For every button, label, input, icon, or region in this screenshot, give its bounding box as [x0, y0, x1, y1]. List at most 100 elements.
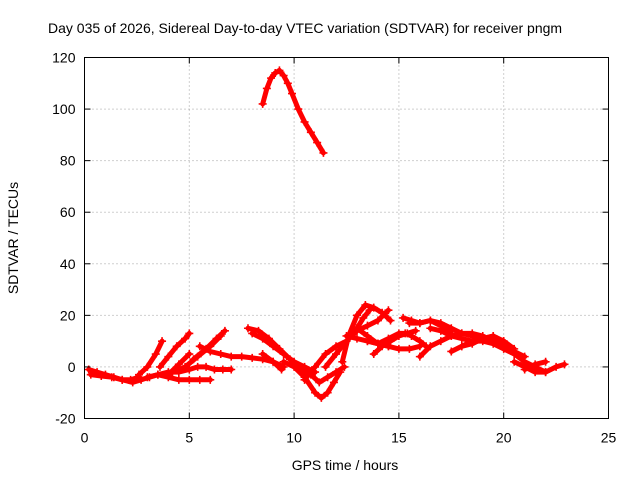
series-arc-30 [520, 357, 550, 374]
data-point-marker [134, 370, 143, 379]
data-point-marker [300, 362, 309, 371]
data-point-marker [271, 68, 280, 77]
data-point-marker [560, 360, 569, 369]
data-point-marker [411, 326, 420, 335]
data-point-marker [436, 319, 445, 328]
series-arc-12 [258, 350, 286, 374]
series-trace [260, 67, 326, 156]
data-point-marker [206, 347, 215, 356]
data-point-marker [300, 375, 309, 384]
data-point-marker [359, 313, 368, 322]
data-point-marker [254, 326, 263, 335]
data-point-marker [386, 316, 395, 325]
data-point-marker [153, 370, 162, 379]
data-point-marker [378, 342, 387, 351]
series-trace [427, 325, 549, 375]
data-point-marker [415, 352, 424, 361]
data-point-marker [426, 316, 435, 325]
data-point-marker [168, 368, 177, 377]
series-arc-8 [189, 326, 229, 364]
data-point-marker [369, 303, 378, 312]
data-point-marker [227, 365, 236, 374]
series-arc-3 [134, 337, 167, 379]
x-axis-label: GPS time / hours [292, 457, 399, 473]
data-point-marker [447, 347, 456, 356]
data-point-marker [457, 334, 466, 343]
data-point-marker [399, 313, 408, 322]
data-point-marker [405, 344, 414, 353]
data-point-marker [363, 321, 372, 330]
data-point-marker [143, 362, 152, 371]
data-point-marker [185, 350, 194, 359]
data-point-marker [541, 357, 550, 366]
data-point-marker [361, 301, 370, 310]
data-point-marker [363, 337, 372, 346]
data-point-marker [279, 71, 288, 80]
data-point-marker [311, 362, 320, 371]
data-point-marker [317, 393, 326, 402]
data-point-marker [202, 362, 211, 371]
series-trace [191, 328, 228, 362]
data-point-marker [499, 344, 508, 353]
data-point-marker [329, 378, 338, 387]
data-point-marker [510, 357, 519, 366]
data-point-marker [174, 375, 183, 384]
y-tick-label: 100 [52, 101, 76, 117]
data-point-marker [258, 334, 267, 343]
data-point-marker [269, 357, 278, 366]
data-point-marker [294, 105, 303, 114]
data-point-marker [499, 337, 508, 346]
data-point-marker [531, 360, 540, 369]
y-tick-label: 60 [60, 204, 76, 220]
series-arc-28 [457, 331, 519, 353]
data-point-marker [426, 324, 435, 333]
series-arc-22 [369, 326, 420, 359]
x-tick-label: 10 [286, 430, 302, 446]
data-point-marker [369, 350, 378, 359]
data-point-marker [323, 388, 332, 397]
data-point-marker [185, 375, 194, 384]
x-tick-label: 15 [391, 430, 407, 446]
y-tick-label: 40 [60, 256, 76, 272]
data-point-marker [489, 339, 498, 348]
data-point-marker [118, 375, 127, 384]
data-point-marker [468, 329, 477, 338]
data-series [84, 66, 569, 402]
data-point-marker [415, 319, 424, 328]
data-point-marker [206, 375, 215, 384]
x-tick-label: 0 [81, 430, 89, 446]
data-point-marker [243, 324, 252, 333]
data-point-marker [267, 74, 276, 83]
y-tick-label: 20 [60, 307, 76, 323]
data-point-marker [262, 84, 271, 93]
data-point-marker [195, 375, 204, 384]
data-point-marker [306, 128, 315, 137]
y-tick-label: 0 [68, 359, 76, 375]
series-arc-5 [155, 329, 194, 371]
data-point-marker [212, 334, 221, 343]
data-point-marker [279, 357, 288, 366]
data-point-marker [447, 324, 456, 333]
data-point-marker [447, 331, 456, 340]
data-point-marker [137, 375, 146, 384]
data-point-marker [405, 319, 414, 328]
data-point-marker [275, 66, 284, 75]
data-point-marker [311, 388, 320, 397]
data-point-marker [218, 365, 227, 374]
data-point-marker [195, 342, 204, 351]
data-point-marker [237, 352, 246, 361]
data-point-marker [313, 138, 322, 147]
data-point-marker [172, 342, 181, 351]
x-tick-label: 20 [496, 430, 512, 446]
data-point-marker [181, 362, 190, 371]
data-point-marker [332, 350, 341, 359]
data-point-marker [185, 365, 194, 374]
data-point-marker [342, 331, 351, 340]
data-point-marker [352, 334, 361, 343]
data-point-marker [352, 324, 361, 333]
data-point-marker [373, 316, 382, 325]
data-point-marker [531, 368, 540, 377]
data-point-marker [164, 370, 173, 379]
data-point-marker [373, 339, 382, 348]
